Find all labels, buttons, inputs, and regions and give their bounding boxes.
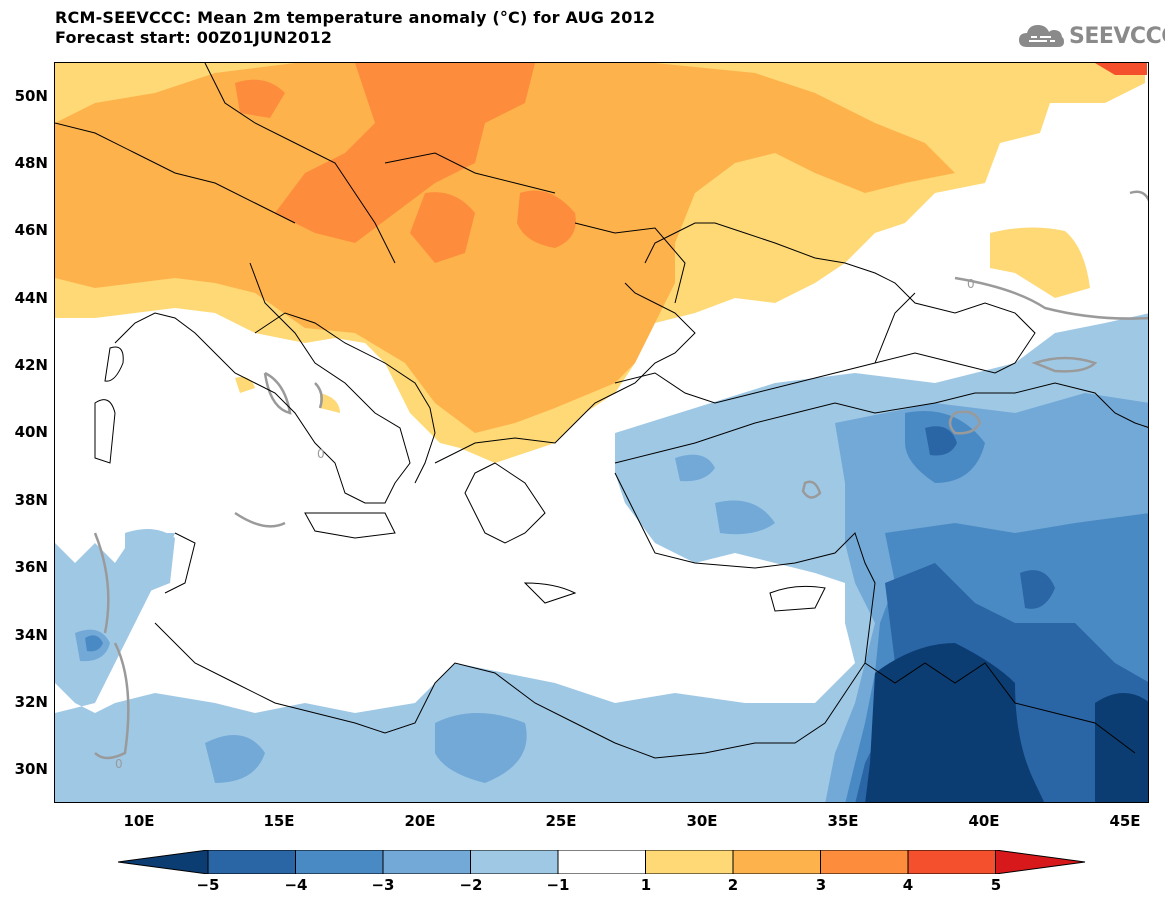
- anomaly-zone-neg-2-3: [435, 713, 527, 783]
- lon-label: 25E: [545, 812, 577, 830]
- anomaly-zone-neg-4-5: [1020, 570, 1055, 609]
- colorbar-tick-label: 4: [902, 876, 914, 894]
- lat-label: 48N: [14, 154, 48, 172]
- seevccc-logo: SEEVCCC: [1017, 18, 1165, 54]
- anomaly-zone-2-3: [55, 63, 955, 433]
- lon-label: 15E: [263, 812, 295, 830]
- lat-label: 40N: [14, 423, 48, 441]
- lon-label: 30E: [686, 812, 718, 830]
- colorbar-segment: [295, 849, 384, 875]
- anomaly-zone-3-4: [517, 190, 576, 248]
- colorbar-tick-label: 2: [727, 876, 739, 894]
- lat-label: 46N: [14, 221, 48, 239]
- colorbar-tick-label: 5: [990, 876, 1002, 894]
- lon-label: 35E: [827, 812, 859, 830]
- chart-title: RCM-SEEVCCC: Mean 2m temperature anomaly…: [55, 8, 655, 48]
- lat-label: 38N: [14, 491, 48, 509]
- colorbar-segment: [645, 849, 734, 875]
- colorbar-tick-label: −2: [459, 876, 483, 894]
- title-line-1: RCM-SEEVCCC: Mean 2m temperature anomaly…: [55, 8, 656, 27]
- lat-label: 32N: [14, 693, 48, 711]
- contour-label: 0: [967, 277, 975, 291]
- lon-label: 40E: [968, 812, 1000, 830]
- lat-label: 50N: [14, 87, 48, 105]
- anomaly-zone-3-4: [410, 192, 475, 263]
- colorbar-tick-label: −1: [546, 876, 570, 894]
- colorbar-segment: [557, 849, 646, 875]
- anomaly-zone-neg-3-4: [85, 635, 103, 652]
- lon-label: 20E: [404, 812, 436, 830]
- anomaly-zone-neg-2-3: [205, 735, 265, 783]
- lat-label: 42N: [14, 356, 48, 374]
- anomaly-zone-1-2: [235, 376, 340, 413]
- anomaly-zone-3-4: [235, 79, 285, 118]
- colorbar-tick-label: 3: [815, 876, 827, 894]
- zero-contour: [93, 190, 1148, 760]
- contour-label: 0: [115, 757, 123, 771]
- lat-label: 44N: [14, 289, 48, 307]
- colorbar-segment: [470, 849, 559, 875]
- map-panel: 0 0 0: [54, 62, 1149, 803]
- colorbar-arrow-high: [995, 849, 1086, 875]
- anomaly-zone-neg-2-3: [675, 454, 715, 482]
- lat-label: 30N: [14, 760, 48, 778]
- anomaly-zone-neg-1-2: [125, 529, 175, 593]
- lon-label: 10E: [123, 812, 155, 830]
- anomaly-zone-4-5: [1095, 63, 1147, 75]
- colorbar-segment: [382, 849, 471, 875]
- contour-label: 0: [317, 447, 325, 461]
- colorbar-tick-label: −5: [196, 876, 220, 894]
- anomaly-zone-1-2: [990, 227, 1090, 298]
- colorbar: [117, 849, 1088, 878]
- colorbar-segment: [207, 849, 296, 875]
- colorbar-tick-label: −4: [284, 876, 308, 894]
- colorbar-segment: [732, 849, 821, 875]
- anomaly-zone-neg-2-3: [715, 500, 775, 535]
- anomaly-zone-neg-5: [1095, 693, 1148, 802]
- colorbar-tick-label: −3: [371, 876, 395, 894]
- lat-label: 36N: [14, 558, 48, 576]
- anomaly-zone-3-4: [275, 63, 535, 243]
- colorbar-segment: [820, 849, 909, 875]
- lat-label: 34N: [14, 626, 48, 644]
- lon-label: 45E: [1109, 812, 1141, 830]
- colorbar-graphic: [117, 849, 1086, 875]
- colorbar-tick-label: 1: [640, 876, 652, 894]
- cloud-icon: [1019, 25, 1064, 47]
- colorbar-segment: [907, 849, 996, 875]
- anomaly-zone-neg-4-5: [925, 426, 957, 456]
- colorbar-arrow-low: [117, 849, 209, 875]
- temperature-anomaly-map: 0 0 0: [55, 63, 1148, 802]
- coastlines: [55, 63, 1148, 759]
- title-line-2: Forecast start: 00Z01JUN2012: [55, 28, 333, 47]
- logo-text: SEEVCCC: [1069, 23, 1165, 49]
